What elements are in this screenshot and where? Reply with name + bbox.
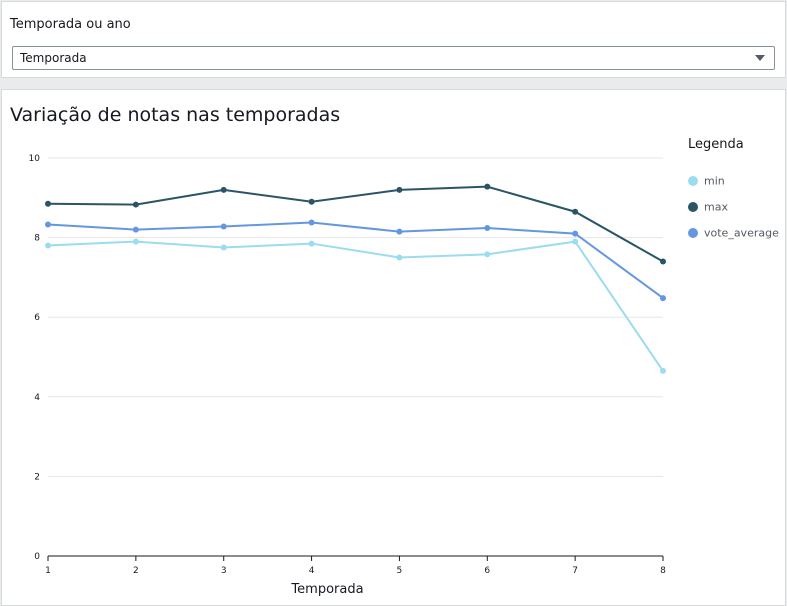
data-point-max[interactable] [132, 201, 139, 208]
season-or-year-select[interactable]: Temporada [12, 46, 775, 70]
legend-swatch [688, 202, 698, 212]
data-point-vote_average[interactable] [484, 225, 491, 232]
data-point-vote_average[interactable] [45, 221, 51, 228]
data-point-vote_average[interactable] [132, 226, 139, 233]
data-point-min[interactable] [572, 238, 579, 245]
chevron-down-icon[interactable] [755, 55, 765, 61]
x-tick-label: 7 [572, 566, 578, 576]
legend-swatch [688, 228, 698, 238]
chart-title: Variação de notas nas temporadas [10, 104, 341, 126]
data-point-max[interactable] [484, 183, 491, 190]
data-point-vote_average[interactable] [660, 295, 666, 302]
data-point-min[interactable] [660, 367, 666, 374]
series-layer [45, 183, 666, 374]
y-tick-label: 6 [34, 313, 40, 323]
y-tick-label: 10 [29, 154, 41, 164]
data-point-min[interactable] [484, 251, 491, 258]
series-line-max [47, 185, 664, 263]
legend-item-vote_average[interactable]: vote_average [688, 226, 779, 242]
y-tick-label: 0 [34, 552, 40, 562]
chart-panel: Variação de notas nas temporadas 0 2 4 6 8 10… [1, 89, 786, 606]
data-point-vote_average[interactable] [308, 219, 315, 226]
data-point-max[interactable] [572, 208, 579, 215]
data-point-min[interactable] [132, 238, 139, 245]
series-line-min [47, 240, 664, 372]
data-point-vote_average[interactable] [572, 230, 579, 237]
legend-item-min[interactable]: min [688, 174, 725, 190]
x-tick-label: 2 [133, 566, 139, 576]
x-tick-label: 1 [45, 566, 51, 576]
x-axis-title: Temporada [290, 582, 363, 597]
data-point-min[interactable] [45, 242, 51, 249]
data-point-max[interactable] [45, 200, 51, 207]
x-tick-label: 8 [660, 566, 666, 576]
y-tick-label: 8 [34, 234, 40, 244]
legend-item-max[interactable]: max [688, 200, 728, 216]
x-tick-label: 3 [221, 566, 227, 576]
legend-title: Legenda [688, 137, 744, 152]
control-label: Temporada ou ano [10, 17, 131, 32]
x-tick-label: 6 [484, 566, 490, 576]
data-point-vote_average[interactable] [396, 228, 403, 235]
legend-label: min [704, 174, 725, 188]
legend-label: vote_average [704, 226, 779, 240]
x-tick-label: 4 [309, 566, 315, 576]
series-line-vote_average [47, 221, 664, 299]
data-point-min[interactable] [308, 240, 315, 247]
y-tick-label: 4 [34, 393, 40, 403]
data-point-max[interactable] [308, 198, 315, 205]
select-value: Temporada [20, 51, 87, 65]
data-point-min[interactable] [220, 244, 227, 251]
data-point-max[interactable] [220, 186, 227, 193]
data-point-max[interactable] [396, 186, 403, 193]
control-panel: Temporada ou ano Temporada [1, 1, 786, 78]
data-point-vote_average[interactable] [220, 223, 227, 230]
data-point-min[interactable] [396, 254, 403, 261]
data-point-max[interactable] [660, 258, 666, 265]
legend-swatch [688, 176, 698, 186]
grid-lines [48, 157, 663, 477]
x-tick-label: 5 [397, 566, 403, 576]
legend-label: max [704, 200, 728, 214]
y-tick-label: 2 [34, 472, 40, 482]
